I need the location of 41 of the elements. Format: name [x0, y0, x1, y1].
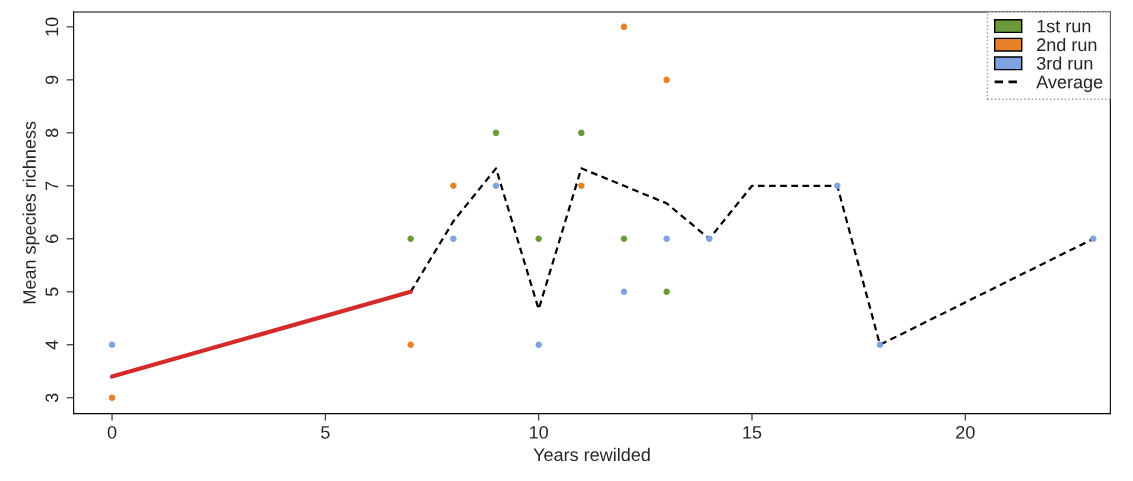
y-tick-label: 6 [45, 234, 59, 243]
y-tick-label: 4 [45, 340, 59, 350]
point [492, 129, 500, 137]
legend-label: 1st run [1037, 19, 1091, 33]
y-tick-label: 3 [45, 393, 59, 403]
x-tick-label: 5 [321, 426, 330, 439]
y-tick-label: 8 [45, 128, 59, 138]
point [876, 341, 884, 349]
x-tick-label: 15 [743, 426, 762, 439]
point [578, 182, 585, 190]
point [450, 235, 457, 243]
y-axis-title: Mean species richness [22, 121, 40, 304]
x-axis-title: Years rewilded [533, 447, 650, 462]
legend-label: 3rd run [1036, 56, 1093, 70]
point [535, 341, 542, 349]
point [620, 235, 628, 243]
x-tick-label: 10 [530, 425, 548, 439]
point [663, 288, 670, 296]
y-tick-label: 10 [45, 17, 59, 36]
point [535, 235, 542, 243]
point [663, 235, 670, 243]
x-tick-label: 0 [107, 425, 117, 439]
point [450, 182, 457, 190]
point [108, 394, 116, 402]
point [620, 288, 628, 296]
x-tick-label: 20 [956, 425, 975, 439]
y-tick-label: 9 [45, 75, 59, 85]
point [492, 182, 500, 190]
point [407, 341, 414, 349]
point [578, 129, 585, 137]
point [620, 23, 628, 31]
point [834, 182, 841, 190]
y-tick-label: 5 [45, 287, 59, 297]
y-tick-label: 7 [45, 181, 59, 190]
point [1090, 235, 1097, 243]
point [663, 76, 670, 84]
legend-label: 2nd run [1037, 37, 1097, 52]
point [407, 235, 414, 243]
point [706, 235, 713, 243]
legend-label: Average [1036, 75, 1103, 92]
point [108, 341, 116, 349]
